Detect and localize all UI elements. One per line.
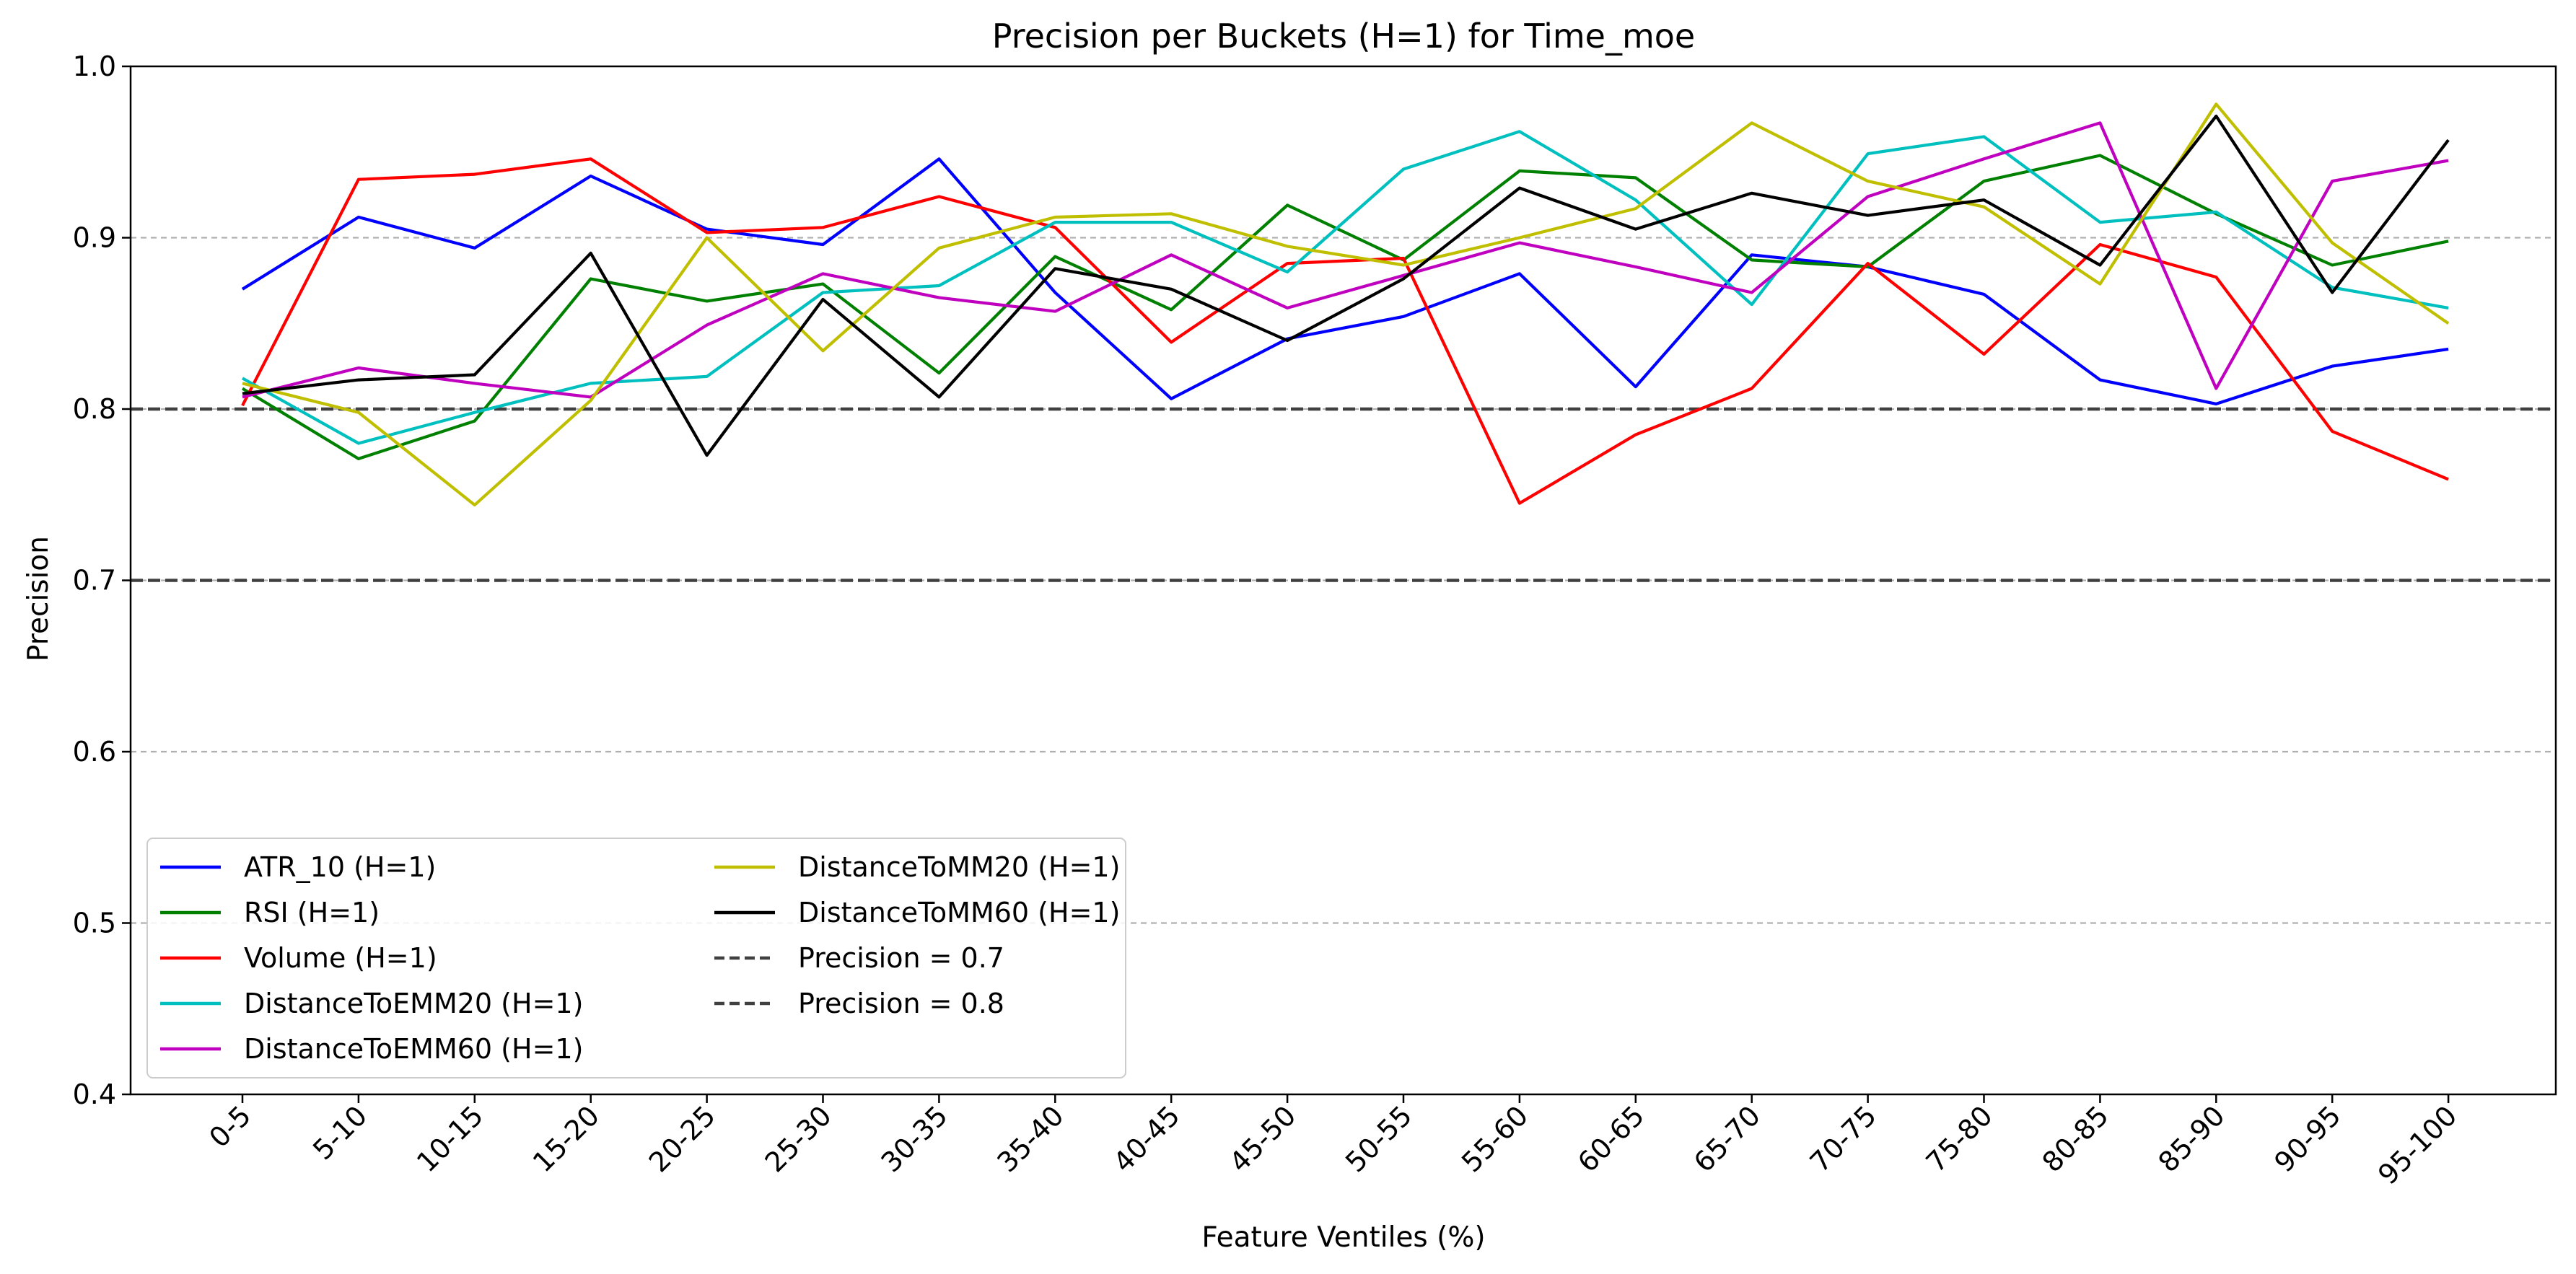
- y-tick-label-6: 1.0: [73, 50, 116, 82]
- y-tick-label-4: 0.8: [73, 393, 116, 425]
- legend-label-8: Precision = 0.8: [798, 988, 1004, 1019]
- y-axis: 0.4 0.5 0.6 0.7 0.8 0.9 1.0: [73, 50, 131, 1110]
- legend-label-0: ATR_10 (H=1): [244, 851, 436, 883]
- y-tick-label-3: 0.7: [73, 565, 116, 597]
- series-line-1: [241, 154, 2449, 461]
- y-tick-label-0: 0.4: [73, 1078, 116, 1110]
- series-line-0: [241, 157, 2449, 406]
- series-line-4: [242, 121, 2449, 399]
- y-axis-label: Precision: [22, 536, 55, 662]
- legend-label-7: Precision = 0.7: [798, 942, 1004, 974]
- legend-label-1: RSI (H=1): [244, 897, 380, 928]
- legend-label-4: DistanceToEMM60 (H=1): [244, 1033, 583, 1065]
- legend: ATR_10 (H=1) RSI (H=1) Volume (H=1) Distanc…: [146, 838, 1126, 1078]
- chart-title: Precision per Buckets (H=1) for Time_moe: [992, 17, 1695, 56]
- series-line-2: [241, 157, 2449, 505]
- reference-lines: [131, 407, 2556, 582]
- legend-box: [146, 838, 1126, 1078]
- y-tick-label-1: 0.5: [73, 908, 116, 939]
- legend-label-2: Volume (H=1): [244, 942, 437, 974]
- series-layer: [241, 102, 2450, 507]
- legend-label-5: DistanceToMM20 (H=1): [798, 851, 1120, 883]
- y-tick-label-2: 0.6: [73, 736, 116, 768]
- series-line-3: [241, 130, 2449, 445]
- legend-label-6: DistanceToMM60 (H=1): [798, 897, 1120, 928]
- legend-label-3: DistanceToEMM20 (H=1): [244, 988, 583, 1019]
- series-line-5: [242, 102, 2450, 507]
- series-line-6: [242, 114, 2450, 457]
- y-tick-label-5: 0.9: [73, 222, 116, 254]
- x-axis-label: Feature Ventiles (%): [1201, 1221, 1485, 1254]
